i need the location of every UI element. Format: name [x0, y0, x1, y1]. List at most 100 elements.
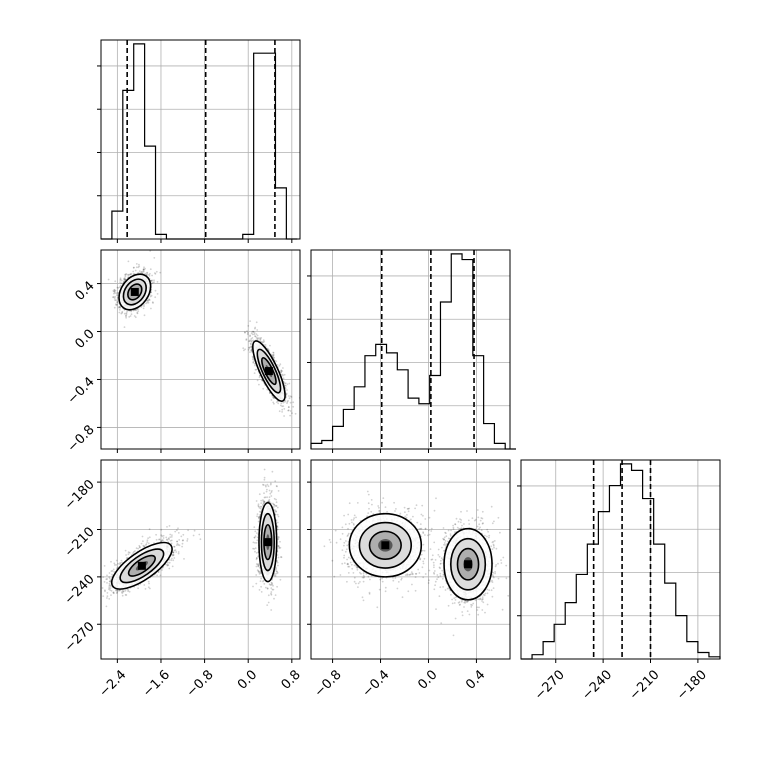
scatter-panel-p0_p1: −0.8−0.40.00.4	[65, 250, 301, 455]
scatter-point	[106, 578, 108, 580]
scatter-point	[253, 334, 255, 336]
scatter-point	[137, 587, 139, 589]
scatter-point	[292, 406, 294, 408]
scatter-point	[104, 590, 106, 592]
corner-panels: −270 −240 −210 −180−0.8−0.40.00.4−2.4 −1.6 −0…	[62, 40, 720, 703]
scatter-point	[167, 562, 169, 564]
scatter-point	[257, 380, 259, 382]
scatter-point	[277, 565, 279, 567]
scatter-point	[133, 551, 135, 553]
density-peak	[131, 288, 139, 296]
scatter-point	[253, 526, 255, 528]
scatter-point	[110, 594, 112, 596]
scatter-point	[273, 598, 275, 600]
scatter-point	[281, 411, 283, 413]
scatter-point	[116, 301, 118, 303]
x-tick-label: 0.8	[279, 667, 304, 692]
scatter-point	[255, 369, 257, 371]
scatter-point	[113, 296, 115, 298]
scatter-point	[147, 300, 149, 302]
scatter-point	[175, 549, 177, 551]
scatter-point	[176, 541, 178, 543]
scatter-point	[126, 313, 128, 315]
scatter-point	[131, 313, 133, 315]
panel-content	[92, 469, 282, 611]
scatter-point	[135, 270, 137, 272]
scatter-point	[154, 296, 156, 298]
scatter-panel-p0_p2: −2.4 −1.6 −0.8 0.0 0.8−270−240−210−180	[62, 460, 304, 700]
scatter-point	[107, 592, 109, 594]
scatter-point	[108, 576, 110, 578]
scatter-point	[125, 273, 127, 275]
scatter-point	[150, 268, 152, 270]
scatter-point	[108, 598, 110, 600]
scatter-point	[165, 537, 167, 539]
scatter-point	[125, 554, 127, 556]
scatter-point	[171, 534, 173, 536]
scatter-point	[200, 538, 202, 540]
scatter-point	[144, 314, 146, 316]
scatter-point	[142, 540, 144, 542]
scatter-point	[268, 594, 270, 596]
scatter-point	[149, 275, 151, 277]
scatter-point	[283, 415, 285, 417]
scatter-point	[247, 332, 249, 334]
scatter-point	[244, 332, 246, 334]
histogram-step-line	[311, 254, 516, 449]
scatter-point	[166, 526, 168, 528]
scatter-point	[255, 574, 257, 576]
scatter-point	[169, 562, 171, 564]
scatter-point	[110, 587, 112, 589]
scatter-point	[127, 261, 129, 263]
scatter-point	[125, 550, 127, 552]
scatter-point	[249, 335, 251, 337]
scatter-point	[267, 484, 269, 486]
scatter-point	[110, 561, 112, 563]
scatter-point	[125, 590, 127, 592]
scatter-point	[257, 513, 259, 515]
scatter-point	[115, 564, 117, 566]
scatter-point	[146, 272, 148, 274]
scatter-point	[157, 293, 159, 295]
scatter-point	[268, 485, 270, 487]
scatter-point	[109, 572, 111, 574]
scatter-point	[156, 539, 158, 541]
scatter-point	[156, 574, 158, 576]
x-tick-label: −0.8	[184, 667, 217, 700]
scatter-point	[153, 257, 155, 259]
scatter-point	[113, 293, 115, 295]
scatter-point	[139, 270, 141, 272]
scatter-point	[282, 402, 284, 404]
scatter-point	[102, 595, 104, 597]
scatter-point	[124, 313, 126, 315]
scatter-point	[266, 489, 268, 491]
scatter-point	[270, 609, 272, 611]
scatter-point	[268, 499, 270, 501]
scatter-point	[149, 528, 151, 530]
scatter-point	[258, 384, 260, 386]
scatter-point	[265, 587, 267, 589]
scatter-point	[138, 266, 140, 268]
scatter-point	[266, 604, 268, 606]
scatter-point	[114, 307, 116, 309]
scatter-point	[136, 547, 138, 549]
scatter-point	[283, 377, 285, 379]
scatter-point	[166, 539, 168, 541]
scatter-point	[171, 540, 173, 542]
scatter-point	[136, 312, 138, 314]
scatter-point	[246, 330, 248, 332]
scatter-point	[182, 543, 184, 545]
scatter-point	[163, 537, 165, 539]
scatter-point	[257, 338, 259, 340]
axes-frame	[311, 250, 510, 449]
scatter-point	[136, 263, 138, 265]
scatter-point	[117, 287, 119, 289]
scatter-point	[145, 588, 147, 590]
scatter-point	[148, 581, 150, 583]
scatter-point	[243, 350, 245, 352]
scatter-point	[106, 575, 108, 577]
scatter-point	[125, 594, 127, 596]
scatter-point	[250, 338, 252, 340]
scatter-point	[289, 415, 291, 417]
scatter-point	[291, 412, 293, 414]
